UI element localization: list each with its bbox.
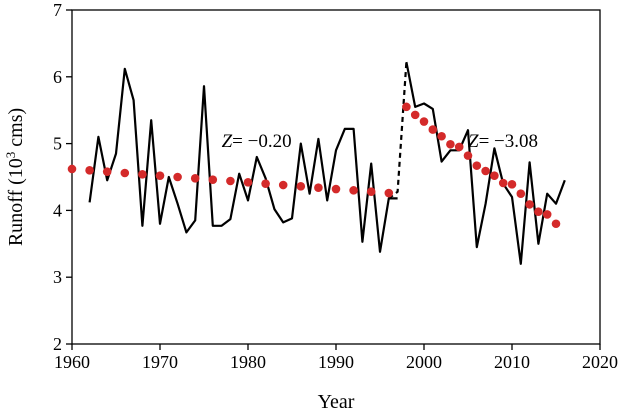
annotation-value-z2: = −3.08 bbox=[479, 131, 538, 152]
trend-dot-3-7 bbox=[190, 174, 200, 183]
annotation-var-z2: Z bbox=[468, 131, 479, 152]
trend-dot-3-11 bbox=[261, 179, 270, 188]
y-axis-title-tail: cms) bbox=[5, 108, 27, 152]
trend-dot-3-16 bbox=[349, 186, 358, 195]
annotation-z2: Z= −3.08 bbox=[468, 131, 538, 152]
x-tick-label-2010: 2010 bbox=[494, 352, 530, 372]
trend-dot-3-1 bbox=[85, 166, 94, 175]
trend-dot-4-14 bbox=[525, 200, 534, 209]
x-tick-label-1990: 1990 bbox=[318, 352, 354, 372]
y-tick-label-4: 4 bbox=[53, 200, 62, 220]
trend-dot-4-16 bbox=[542, 210, 552, 219]
trend-dot-4-13 bbox=[516, 189, 526, 198]
x-tick-label-2020: 2020 bbox=[582, 352, 618, 372]
trend-dot-4-3 bbox=[428, 125, 438, 134]
trend-dot-3-17 bbox=[366, 187, 376, 196]
trend-dot-3-9 bbox=[226, 176, 235, 186]
trend-dot-4-7 bbox=[463, 151, 473, 160]
trend-dot-3-14 bbox=[314, 183, 323, 192]
y-axis-title-main: Runoff (10 bbox=[5, 158, 27, 246]
trend-dot-4-6 bbox=[454, 142, 464, 152]
y-tick-label-7: 7 bbox=[53, 0, 62, 20]
runoff-series-line-2 bbox=[405, 61, 566, 265]
x-tick-label-2000: 2000 bbox=[406, 352, 442, 372]
annotation-var-z1: Z bbox=[222, 131, 233, 152]
trend-dot-3-2 bbox=[102, 167, 112, 176]
trend-dot-4-4 bbox=[437, 131, 446, 141]
trend-dot-3-10 bbox=[243, 178, 253, 187]
trend-dot-3-4 bbox=[138, 170, 147, 179]
axis-ticks: 1960 1970 1980 1990 2000 2010 2020 2 3 4 5 6 7 bbox=[53, 0, 618, 372]
y-tick-label-6: 6 bbox=[53, 67, 62, 87]
trend-dot-3-0 bbox=[67, 164, 77, 174]
trend-dot-4-15 bbox=[534, 207, 543, 217]
trend-dot-4-8 bbox=[472, 161, 482, 170]
trend-dot-4-11 bbox=[498, 178, 508, 188]
annotations: Z= −0.20 Z= −3.08 bbox=[222, 131, 538, 152]
trend-dot-3-8 bbox=[208, 175, 218, 184]
y-axis-title: Runoff (103 cms) bbox=[3, 108, 27, 246]
y-tick-label-3: 3 bbox=[53, 267, 62, 287]
trend-dot-3-13 bbox=[296, 182, 306, 191]
x-tick-label-1970: 1970 bbox=[142, 352, 178, 372]
trend-dot-4-10 bbox=[490, 171, 499, 180]
trend-dot-4-9 bbox=[481, 166, 490, 176]
trend-dot-3-3 bbox=[120, 168, 130, 178]
trend-dot-3-18 bbox=[384, 188, 394, 198]
runoff-series-line-1 bbox=[388, 62, 408, 200]
trend-dot-4-12 bbox=[507, 180, 517, 189]
trend-dot-4-2 bbox=[419, 117, 429, 126]
annotation-value-z1: = −0.20 bbox=[232, 131, 291, 152]
trend-dot-3-6 bbox=[173, 172, 182, 182]
y-axis-title-superscript: 3 bbox=[3, 152, 18, 159]
annotation-z1: Z= −0.20 bbox=[222, 131, 292, 152]
x-tick-label-1980: 1980 bbox=[230, 352, 266, 372]
trend-dot-4-5 bbox=[446, 139, 455, 149]
trend-dot-4-17 bbox=[551, 219, 561, 229]
trend-dots bbox=[67, 102, 561, 229]
runoff-series-line-0 bbox=[88, 67, 398, 253]
y-tick-label-5: 5 bbox=[53, 134, 62, 154]
plot-frame bbox=[71, 9, 601, 345]
trend-dot-4-1 bbox=[410, 110, 420, 120]
trend-dot-3-5 bbox=[155, 171, 165, 180]
y-tick-label-2: 2 bbox=[53, 334, 62, 354]
trend-dot-4-0 bbox=[402, 102, 411, 112]
data-series bbox=[88, 61, 566, 265]
trend-dot-3-12 bbox=[278, 180, 288, 190]
trend-dot-3-15 bbox=[331, 184, 341, 194]
x-axis-title: Year bbox=[318, 391, 355, 413]
x-tick-label-1960: 1960 bbox=[54, 352, 90, 372]
